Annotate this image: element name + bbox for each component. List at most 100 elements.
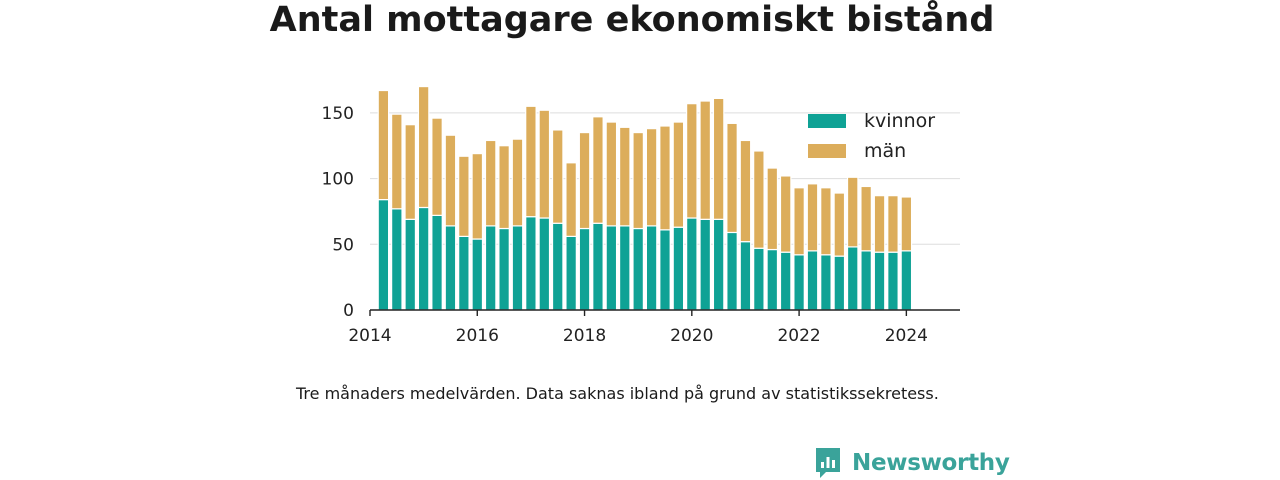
bar-kvinnor (779, 251, 792, 311)
stacked-bar-chart: 0 50 100 150 2014 2016 2018 2020 2022 2024 kvinnor… (322, 85, 960, 346)
bar-män (806, 183, 819, 252)
bar-kvinnor (498, 227, 510, 311)
bar-män (484, 139, 497, 227)
bar-kvinnor (525, 216, 537, 311)
x-tick-label: 2014 (348, 326, 391, 346)
legend-label-kvinnor: kvinnor (864, 110, 935, 132)
bar-kvinnor (551, 222, 564, 311)
bar-kvinnor (873, 251, 886, 311)
bar-män (551, 129, 564, 224)
y-tick-label: 50 (332, 235, 354, 255)
bar-män (618, 126, 631, 227)
bar-män (900, 196, 913, 252)
bar-kvinnor (739, 241, 752, 311)
bar-män (860, 185, 872, 252)
bar-kvinnor (605, 225, 618, 311)
bar-män (887, 195, 899, 253)
bar-män (471, 153, 484, 240)
x-tick-label: 2018 (563, 326, 606, 346)
bar-kvinnor (793, 254, 805, 311)
legend-swatch-kvinnor (808, 114, 846, 128)
bar-kvinnor (672, 226, 685, 311)
bar-chart-speech-bubble-icon (816, 448, 840, 478)
chart-caption: Tre månaders medelvärden. Data saknas ib… (296, 384, 939, 403)
bar-kvinnor (618, 225, 631, 311)
bar-kvinnor (565, 235, 577, 311)
bar-män (846, 176, 859, 248)
bar-män (431, 117, 443, 216)
bar-kvinnor (726, 231, 738, 311)
bar-kvinnor (712, 218, 725, 311)
bar-män (672, 121, 685, 228)
x-tick-label: 2016 (456, 326, 499, 346)
bar-kvinnor (806, 250, 819, 311)
bar-män (444, 134, 457, 227)
bar-kvinnor (632, 227, 644, 311)
bar-män (779, 175, 792, 253)
bar-män (686, 103, 698, 219)
bar-kvinnor (391, 208, 403, 311)
bar-män (605, 121, 618, 227)
bar-män (659, 125, 671, 231)
chart-title: Antal mottagare ekonomiskt bistånd (269, 0, 995, 40)
bar-kvinnor (538, 217, 551, 311)
bar-kvinnor (417, 206, 430, 311)
bar-kvinnor (377, 199, 390, 311)
bar-kvinnor (686, 217, 698, 311)
bar-kvinnor (833, 255, 846, 311)
legend-swatch-män (808, 144, 846, 158)
bar-kvinnor (645, 225, 658, 311)
bar-män (511, 138, 524, 227)
bar-män (726, 122, 738, 234)
bar-män (404, 124, 417, 220)
y-tick-label: 100 (322, 170, 354, 190)
bar-kvinnor (753, 247, 765, 311)
bar-kvinnor (431, 214, 443, 311)
bar-män (753, 150, 765, 249)
bar-kvinnor (846, 246, 859, 311)
bar-kvinnor (511, 225, 524, 311)
y-tick-label: 0 (343, 301, 354, 321)
bar-män (458, 155, 470, 238)
bar-kvinnor (659, 229, 671, 311)
bar-män (391, 113, 403, 210)
bar-män (833, 192, 846, 257)
x-tick-label: 2022 (777, 326, 820, 346)
bar-kvinnor (592, 222, 604, 311)
bar-kvinnor (471, 238, 484, 311)
bar-män (417, 85, 430, 209)
bar-män (525, 105, 537, 218)
legend-label-män: män (864, 140, 906, 162)
bar-män (873, 195, 886, 253)
x-tick-label: 2024 (885, 326, 928, 346)
bar-kvinnor (900, 250, 913, 311)
bar-män (578, 131, 591, 230)
bar-män (699, 100, 712, 220)
bar-kvinnor (699, 218, 712, 311)
bar-män (377, 89, 390, 201)
bar-kvinnor (484, 225, 497, 311)
bar-kvinnor (887, 251, 899, 311)
bar-män (632, 131, 644, 230)
bar-män (793, 187, 805, 256)
bar-kvinnor (820, 254, 832, 311)
bar-kvinnor (578, 227, 591, 311)
bar-män (592, 116, 604, 224)
bar-kvinnor (458, 235, 470, 311)
y-tick-label: 150 (322, 104, 354, 124)
bar-kvinnor (766, 248, 779, 311)
brand-name: Newsworthy (852, 450, 1010, 476)
bar-män (712, 97, 725, 220)
bar-män (739, 139, 752, 243)
bar-män (820, 187, 832, 256)
x-tick-label: 2020 (670, 326, 713, 346)
bar-kvinnor (404, 218, 417, 311)
bar-män (538, 109, 551, 219)
bar-män (498, 145, 510, 230)
brand-logo[interactable]: Newsworthy (814, 446, 1010, 480)
bar-kvinnor (444, 225, 457, 311)
bar-män (645, 128, 658, 227)
bar-kvinnor (860, 250, 872, 311)
bar-män (766, 167, 779, 251)
bar-män (565, 162, 577, 238)
